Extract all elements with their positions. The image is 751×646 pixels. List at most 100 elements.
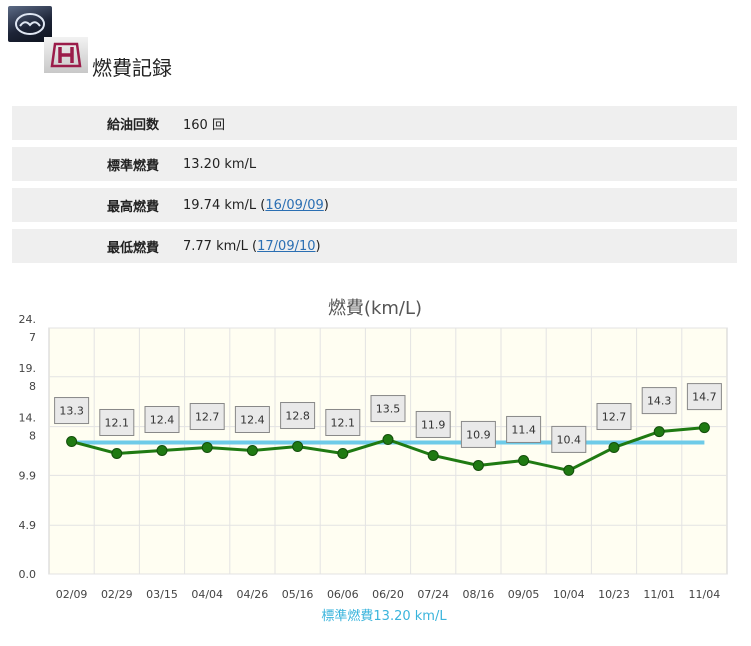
data-label: 12.1 [331,416,356,429]
data-label: 12.8 [285,410,310,423]
data-label-box [234,406,270,434]
stat-row-worst-mileage: 最低燃費 7.77 km/L (17/09/10) [12,229,737,263]
data-label-box [596,403,632,431]
y-tick-label-part: 19. [19,362,37,375]
stat-value: 19.74 km/L (16/09/09) [183,198,329,213]
honda-logo-icon [44,37,88,73]
data-point [156,445,168,457]
data-label: 14.7 [692,391,717,404]
data-label: 13.5 [376,403,401,416]
y-tick-label-part: 9.9 [19,469,37,482]
data-point [246,445,258,457]
stat-value: 160 回 [183,117,225,133]
data-point [292,441,304,453]
x-tick-label: 02/29 [101,588,133,601]
data-label-box [99,408,135,436]
stat-row-refuel-count: 給油回数 160 回 [12,106,737,140]
x-tick-label: 03/15 [146,588,178,601]
stat-value-number: 19.74 km/L [183,197,257,213]
data-label: 11.4 [511,423,536,436]
y-tick-label-part: 7 [29,331,36,344]
data-label-box [506,415,542,443]
data-point [427,449,439,461]
date-paren-close: ) [323,197,329,213]
date-paren-open: ( [247,238,258,254]
data-label-box [189,403,225,431]
x-tick-label: 06/06 [327,588,359,601]
data-label-box [460,420,496,448]
x-tick-label: 04/26 [237,588,269,601]
data-label: 10.4 [557,433,582,446]
x-tick-label: 05/16 [282,588,314,601]
stats-table: 給油回数 160 回 標準燃費 13.20 km/L 最高燃費 19.74 km… [12,106,737,270]
data-label: 12.1 [105,416,130,429]
y-tick-label: 0.0 [19,568,37,581]
y-tick-label-part: 14. [19,412,37,425]
data-label: 12.4 [150,414,175,427]
data-point [563,464,575,476]
data-label-box [551,425,587,453]
chart-title: 燃費(km/L) [328,298,422,319]
stat-label: 最高燃費 [106,199,159,215]
stat-label: 標準燃費 [106,158,159,174]
stat-value-number: 7.77 km/L [183,238,248,254]
page-title: 燃費記録 [92,56,172,80]
y-tick-label: 4.9 [19,519,37,532]
mazda-logo-icon [8,6,52,42]
data-label-box [144,406,180,434]
data-point [201,442,213,454]
data-label-box [325,408,361,436]
data-point [608,442,620,454]
stat-value: 13.20 km/L [183,156,257,172]
mileage-chart: 燃費(km/L) 24. 7 19. 8 14. 8 9.9 4.9 0.0 02/09 02/29… [0,288,751,642]
stat-row-best-mileage: 最高燃費 19.74 km/L (16/09/09) [12,188,737,222]
date-paren-open: ( [256,197,266,213]
data-label-box [686,383,722,411]
x-tick-label: 09/05 [508,588,540,601]
data-label: 12.7 [602,411,627,424]
data-label: 10.9 [466,428,491,441]
x-tick-label: 10/04 [553,588,585,601]
x-tick-label: 11/04 [689,588,721,601]
mileage-chart-svg: 燃費(km/L) 24. 719. 814. 89.94.90.002/09 02/29… [19,298,728,624]
data-point [382,434,394,446]
y-tick-label: 19. 8 [19,362,37,393]
stat-row-standard-mileage: 標準燃費 13.20 km/L [12,147,737,181]
stat-value: 7.77 km/L (17/09/10) [183,239,321,254]
data-point [472,459,484,471]
data-point [653,426,665,438]
data-label: 12.4 [240,414,265,427]
y-tick-label-part: 8 [29,380,36,393]
data-point [66,436,78,448]
data-point [337,447,349,459]
worst-mileage-date-link[interactable]: 17/09/10 [257,238,316,254]
data-label: 11.9 [421,418,446,431]
data-point [518,454,530,466]
y-tick-label: 14. 8 [19,412,37,443]
stat-label: 給油回数 [106,117,159,133]
data-label-box [415,410,451,438]
y-tick-label-part: 4.9 [19,519,37,532]
y-tick-label-part: 8 [29,430,36,443]
x-tick-label: 10/23 [598,588,630,601]
x-tick-label: 11/01 [643,588,675,601]
y-tick-label-part: 24. [19,313,37,326]
x-tick-label: 06/20 [372,588,404,601]
data-point [698,422,710,434]
data-label: 12.7 [195,411,220,424]
data-label-box [54,397,90,425]
data-label-box [370,395,406,423]
data-point [111,447,123,459]
reference-line-label: 標準燃費13.20 km/L [321,608,447,624]
stat-label: 最低燃費 [106,240,159,256]
data-label: 14.3 [647,395,672,408]
data-label: 13.3 [59,405,84,418]
x-tick-label: 04/04 [191,588,223,601]
x-tick-label: 07/24 [417,588,449,601]
y-tick-label: 9.9 [19,469,37,482]
data-label-box [641,387,677,415]
y-tick-label-part: 0.0 [19,568,37,581]
data-label-box [280,402,316,430]
y-tick-label: 24. 7 [19,313,37,344]
best-mileage-date-link[interactable]: 16/09/09 [265,197,324,213]
